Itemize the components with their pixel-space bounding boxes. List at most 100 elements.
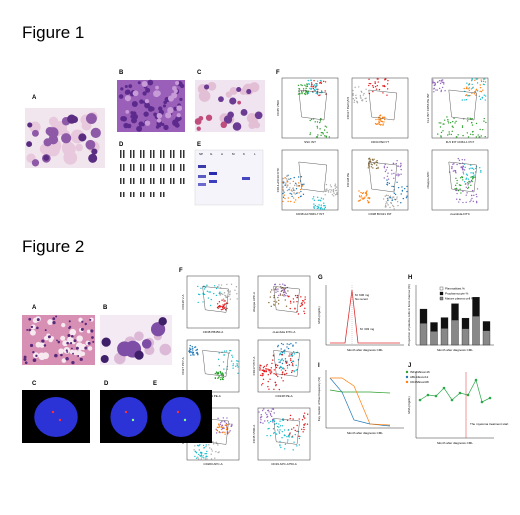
cell [31, 129, 39, 137]
flow-event [301, 92, 303, 95]
flow-event [393, 198, 396, 201]
flow-event [372, 90, 374, 93]
flow-event [325, 136, 328, 138]
flow-event [262, 369, 264, 372]
flow-event [236, 293, 238, 295]
flow-event [229, 298, 231, 300]
flow-event [462, 134, 464, 137]
flow-event [434, 83, 436, 86]
chromosome [160, 192, 162, 197]
cell [173, 88, 178, 94]
flow-event [286, 346, 288, 348]
flow-event [365, 88, 367, 90]
panel-label: B [119, 70, 124, 76]
flow-event [320, 206, 322, 209]
flow-event [224, 303, 226, 305]
flow-event [383, 121, 385, 123]
flow-event [480, 90, 483, 93]
cell [134, 331, 144, 341]
flow-event [475, 122, 478, 125]
cell [124, 84, 128, 89]
flow-event [300, 90, 303, 93]
flow-event [286, 364, 289, 367]
flow-event [395, 174, 398, 176]
flow-event [360, 195, 363, 197]
flow-event [442, 81, 445, 84]
flow-event [324, 190, 327, 193]
flow-event [285, 305, 288, 307]
flow-event [217, 417, 219, 420]
flow-event [193, 354, 195, 356]
cell [76, 335, 83, 342]
gel-band [209, 172, 217, 175]
cell [124, 95, 132, 102]
flow-event [222, 293, 224, 296]
flow-event [468, 89, 471, 92]
flow-event [289, 307, 291, 310]
chromosome [120, 178, 122, 184]
flow-event [447, 120, 449, 123]
flow-event [269, 371, 271, 373]
flow-event [280, 287, 283, 290]
flow-event [312, 85, 315, 87]
flow-event [319, 120, 322, 122]
flow-event [327, 189, 329, 192]
flow-event [296, 294, 299, 297]
flow-event [268, 411, 270, 413]
flow-event [460, 192, 462, 194]
flow-event [467, 186, 470, 189]
bar [430, 322, 438, 332]
cell [90, 127, 101, 138]
flow-event [260, 416, 262, 418]
flow-event [387, 204, 389, 206]
gel-band [242, 177, 250, 180]
flow-event [323, 208, 326, 210]
flow-event [301, 419, 304, 421]
flow-event [336, 193, 338, 195]
flow-event [322, 80, 325, 83]
cell [142, 91, 147, 96]
cell [144, 120, 151, 126]
flow-event [214, 372, 217, 375]
flow-event [292, 350, 295, 353]
flow-event [371, 158, 374, 161]
flow-event [327, 191, 330, 193]
flow-event [305, 91, 307, 93]
figure-title: Figure 1 [22, 23, 84, 42]
flow-event [287, 434, 290, 437]
flow-event [268, 301, 270, 304]
cell [23, 355, 27, 359]
flow-event [197, 301, 199, 304]
flow-event [448, 131, 450, 133]
flow-event [210, 304, 212, 307]
flow-event [271, 419, 274, 422]
flow-event [189, 351, 191, 354]
chromosome [173, 150, 175, 158]
flow-event [458, 159, 461, 162]
flow-event [386, 88, 389, 90]
flow-x-label: CD19 PE-A [205, 394, 221, 398]
flow-event [285, 362, 288, 364]
chromosome [160, 150, 162, 158]
flow-event [260, 384, 263, 386]
flow-event [218, 352, 220, 354]
gel-band [198, 175, 206, 178]
flow-event [456, 163, 458, 166]
flow-event [471, 124, 474, 126]
flow-event [218, 301, 221, 303]
line-trace [330, 377, 391, 426]
flow-event [285, 178, 288, 180]
flow-event [397, 165, 399, 167]
flow-event [224, 307, 226, 309]
cell [86, 329, 91, 334]
flow-plot [186, 275, 240, 329]
flow-event [380, 118, 382, 120]
flow-event [292, 180, 295, 183]
flow-event [384, 195, 386, 197]
flow-event [293, 301, 295, 303]
flow-event [400, 163, 402, 165]
flow-event [224, 372, 227, 374]
flow-event [278, 388, 281, 391]
cell [68, 326, 71, 330]
flow-event [194, 455, 196, 458]
